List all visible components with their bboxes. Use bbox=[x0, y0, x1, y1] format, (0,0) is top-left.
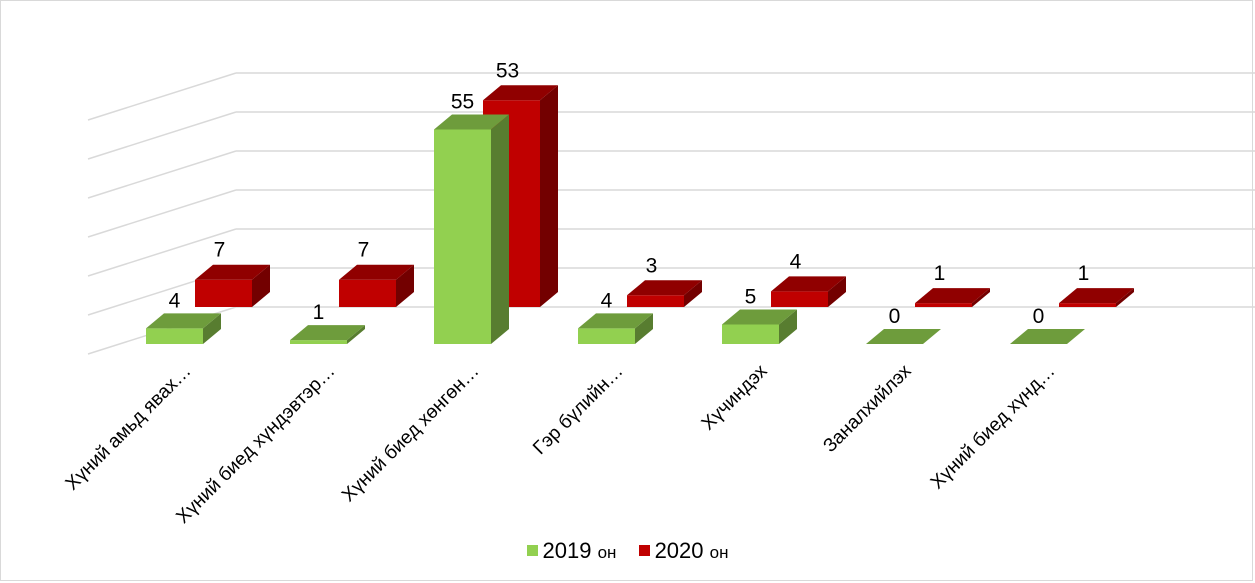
data-label-2019-4: 5 bbox=[745, 286, 757, 309]
bar-2020-4-top bbox=[771, 276, 846, 292]
data-label-2020-4: 4 bbox=[790, 250, 802, 273]
gridline-side-60 bbox=[87, 72, 237, 121]
category-label-1: Хүний биед хүндэвтэр… bbox=[172, 361, 339, 528]
bar-2019-3 bbox=[578, 328, 635, 344]
data-label-2020-3: 3 bbox=[646, 254, 658, 277]
bar-2019-1-side bbox=[347, 325, 365, 344]
legend-swatch-2020 bbox=[638, 544, 650, 556]
legend-item-2020: 2020 он bbox=[638, 538, 729, 564]
bar-2019-2 bbox=[434, 129, 491, 344]
data-label-2019-3: 4 bbox=[601, 289, 613, 312]
bar-2020-6-top bbox=[1059, 288, 1134, 304]
bar-2019-1-top bbox=[290, 325, 365, 341]
data-label-2019-5: 0 bbox=[889, 305, 901, 328]
bar-2020-0-side bbox=[252, 264, 270, 307]
category-label-5: Заналхийлэх bbox=[819, 360, 916, 457]
legend: 2019 он 2020 он bbox=[0, 538, 1255, 564]
bar-2019-0-top bbox=[146, 313, 221, 329]
bar-2019-2-top bbox=[434, 114, 509, 130]
category-label-0: Хүний амьд явах… bbox=[62, 361, 196, 495]
data-label-2020-1: 7 bbox=[358, 239, 370, 262]
bar-2020-1-side bbox=[396, 264, 414, 307]
bar-2019-0 bbox=[146, 328, 203, 344]
bar-2020-2-top bbox=[483, 85, 558, 101]
bar-2020-3-top bbox=[627, 280, 702, 296]
legend-label-2019: 2019 bbox=[542, 538, 592, 563]
legend-unit-2019: он bbox=[597, 543, 617, 562]
legend-unit-2020: он bbox=[709, 543, 729, 562]
gridline-side-50 bbox=[87, 111, 237, 160]
data-label-2020-0: 7 bbox=[214, 239, 226, 262]
bar-2019-2-side bbox=[491, 114, 509, 344]
category-label-6: Хүний биед хүнд… bbox=[927, 361, 1060, 494]
bar-2020-6 bbox=[1059, 303, 1116, 307]
bar-2019-6-top bbox=[1010, 329, 1085, 344]
data-label-2019-1: 1 bbox=[313, 301, 325, 324]
gridline-side-40 bbox=[87, 150, 237, 199]
bar-2020-1 bbox=[339, 279, 396, 307]
bar-2019-5-top bbox=[866, 329, 941, 344]
bar-2020-4-side bbox=[828, 276, 846, 307]
bar-2020-3-side bbox=[684, 280, 702, 307]
gridline-side-30 bbox=[87, 189, 237, 238]
category-label-4: Хүчиндэх bbox=[698, 360, 772, 434]
bar-2020-2-side bbox=[540, 85, 558, 307]
gridline-side-20 bbox=[87, 228, 237, 277]
bar-2020-5-top bbox=[915, 288, 990, 304]
data-label-2019-0: 4 bbox=[169, 289, 181, 312]
bar-2019-4-top bbox=[722, 309, 797, 325]
category-label-3: Гэр бүлийн… bbox=[529, 361, 627, 459]
legend-item-2019: 2019 он bbox=[526, 538, 617, 564]
bar-2019-3-side bbox=[635, 313, 653, 344]
legend-label-2020: 2020 bbox=[654, 538, 704, 563]
data-label-2019-2: 55 bbox=[451, 91, 474, 114]
bar-2020-5-side bbox=[972, 288, 990, 307]
bar-2019-4-side bbox=[779, 309, 797, 344]
bar-2019-3-top bbox=[578, 313, 653, 329]
legend-swatch-2019 bbox=[526, 544, 538, 556]
bar-2020-5 bbox=[915, 303, 972, 307]
category-label-2: Хүний биед хөнгөн… bbox=[338, 361, 483, 506]
bar-2020-4 bbox=[771, 291, 828, 307]
bar-2019-1 bbox=[290, 340, 347, 344]
data-label-2019-6: 0 bbox=[1033, 305, 1045, 328]
bar-2020-0-top bbox=[195, 264, 270, 280]
bar-2019-0-side bbox=[203, 313, 221, 344]
data-label-2020-6: 1 bbox=[1078, 262, 1090, 285]
bar-2020-3 bbox=[627, 295, 684, 307]
bar-2020-6-side bbox=[1116, 288, 1134, 307]
data-label-2020-5: 1 bbox=[934, 262, 946, 285]
bar-2020-0 bbox=[195, 279, 252, 307]
data-label-2020-2: 53 bbox=[496, 59, 519, 82]
bar-2020-1-top bbox=[339, 264, 414, 280]
bar-2019-4 bbox=[722, 324, 779, 344]
